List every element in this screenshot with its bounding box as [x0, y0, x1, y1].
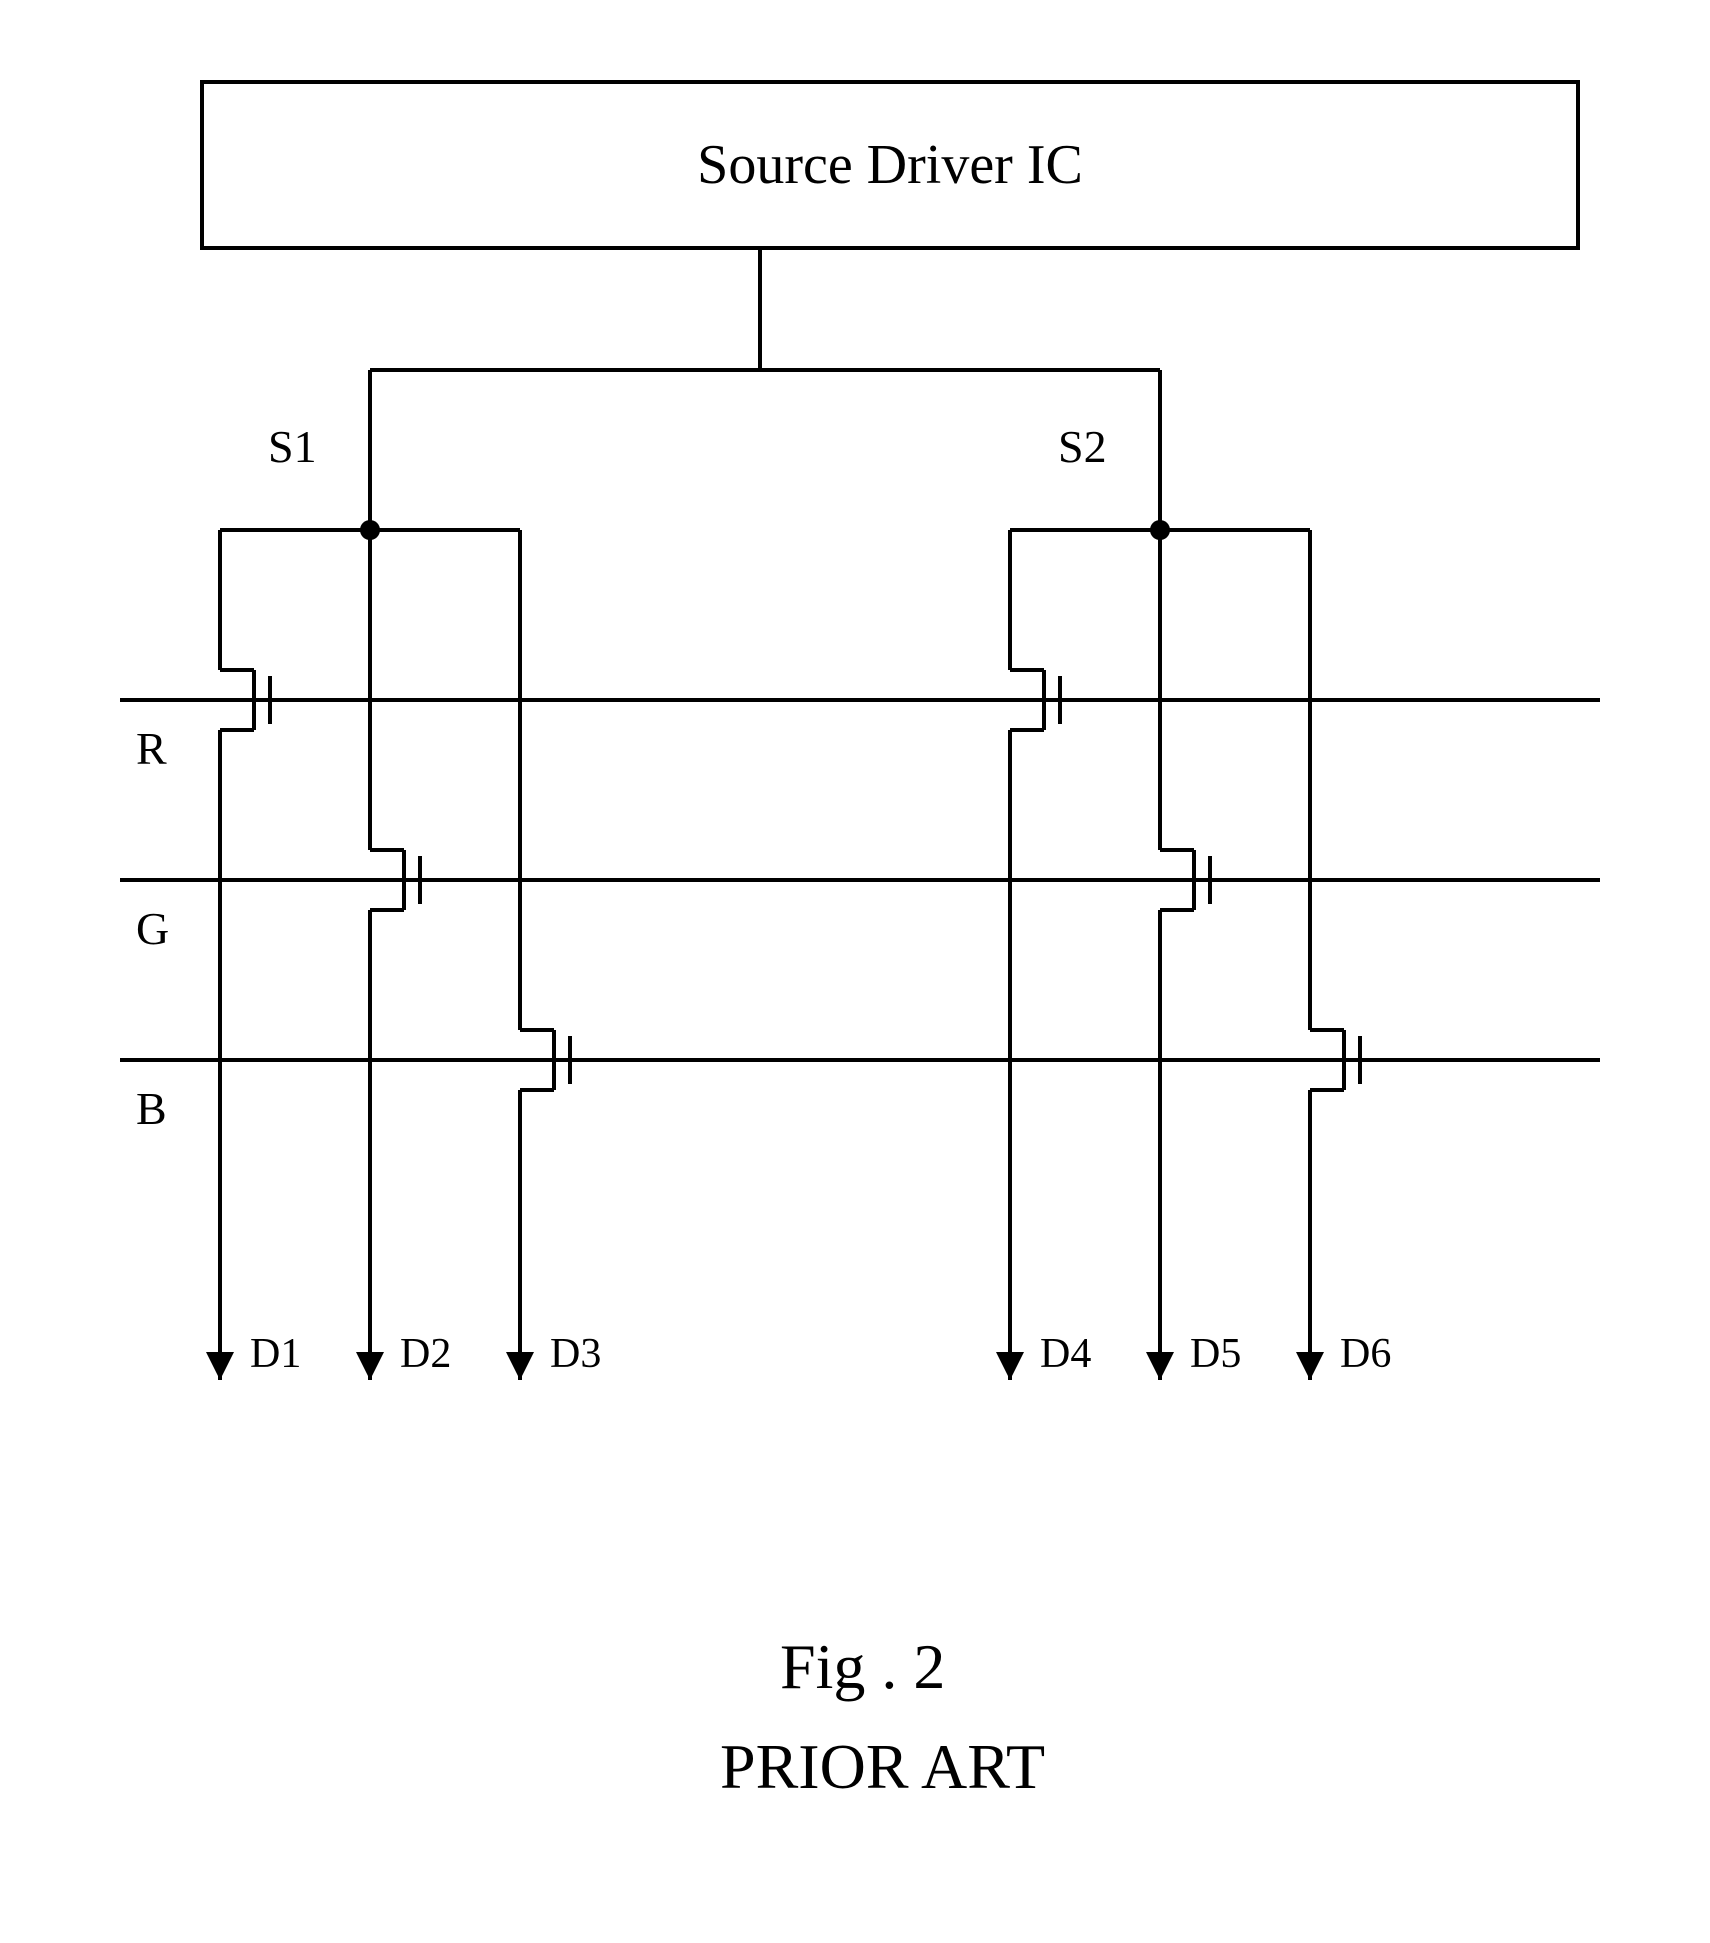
d4-label: D4 — [1040, 1330, 1091, 1378]
r-label: R — [136, 722, 167, 775]
g-label: G — [136, 902, 169, 955]
s2-label: S2 — [1058, 420, 1107, 473]
b-label: B — [136, 1082, 167, 1135]
d3-label: D3 — [550, 1330, 601, 1378]
figure-stage: Source Driver IC S1 S2 R G B D1 D2 D3 D4… — [0, 0, 1710, 1943]
figure-caption-sub: PRIOR ART — [720, 1730, 1045, 1804]
figure-caption-main: Fig . 2 — [780, 1630, 945, 1704]
s1-label: S1 — [268, 420, 317, 473]
d2-label: D2 — [400, 1330, 451, 1378]
d6-label: D6 — [1340, 1330, 1391, 1378]
d5-label: D5 — [1190, 1330, 1241, 1378]
d1-label: D1 — [250, 1330, 301, 1378]
